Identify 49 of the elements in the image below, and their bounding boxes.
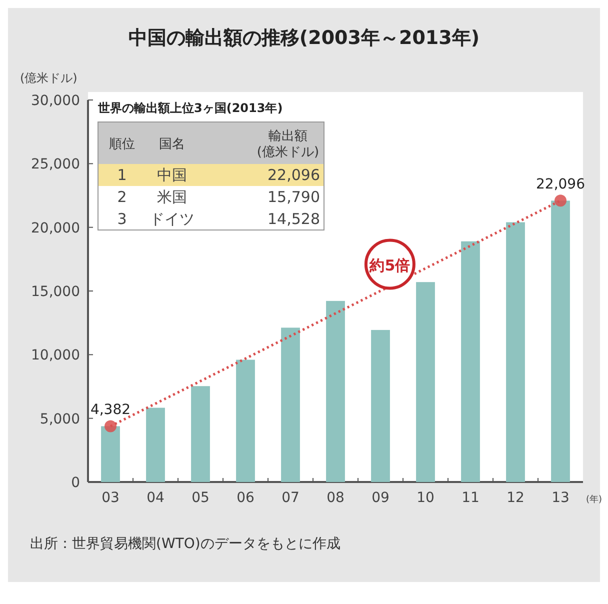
- annotation: 約5倍: [368, 256, 410, 274]
- y-tick-label: 15,000: [31, 284, 80, 300]
- bar: [326, 300, 345, 482]
- annotation: 1: [117, 166, 127, 184]
- text: 出所：世界貿易機関(WTO)のデータをもとに作成: [30, 536, 340, 552]
- x-tick-label: 11: [462, 490, 480, 506]
- bar: [281, 328, 300, 482]
- annotation: 米国: [157, 188, 187, 206]
- bar: [236, 360, 255, 482]
- annotation: 15,790: [268, 188, 320, 206]
- bar: [461, 241, 480, 482]
- annotation: 中国: [157, 166, 187, 184]
- y-tick-label: 25,000: [31, 156, 80, 173]
- y-tick-label: 5,000: [40, 411, 80, 428]
- y-tick-label: 30,000: [31, 93, 80, 109]
- annotation: 3: [117, 210, 127, 228]
- x-tick-label: 03: [102, 490, 120, 506]
- x-tick-label: 12: [506, 490, 524, 506]
- annotation: 14,528: [268, 210, 320, 228]
- x-tick-label: 10: [416, 490, 434, 506]
- bar: [101, 426, 120, 482]
- bar: [506, 222, 525, 482]
- annotation: ドイツ: [150, 210, 194, 228]
- data-label: 4,382: [90, 402, 131, 418]
- data-label: 22,096: [536, 176, 586, 193]
- annotation: 22,096: [268, 166, 320, 184]
- y-tick-label: 0: [71, 475, 80, 491]
- x-tick-label: 04: [146, 490, 164, 506]
- y-tick-label: 20,000: [31, 220, 80, 236]
- annotation: 輸出額 (億米ドル): [256, 129, 320, 160]
- x-tick-label: 06: [236, 490, 254, 506]
- bar: [146, 408, 165, 482]
- x-tick-label: 08: [326, 490, 344, 506]
- bar: [191, 386, 210, 482]
- annotation: 2: [117, 188, 127, 206]
- x-tick-label: 09: [372, 490, 390, 506]
- chart-title: 中国の輸出額の推移(2003年～2013年): [128, 27, 480, 49]
- text: 世界の輸出額上位3ヶ国(2013年): [97, 101, 283, 115]
- annotation: 国名: [159, 137, 185, 152]
- y-axis-title: (億米ドル): [20, 71, 78, 85]
- x-tick-label: 07: [282, 490, 300, 506]
- x-tick-label: 13: [552, 490, 570, 506]
- annotation: 順位: [109, 137, 135, 152]
- bar: [371, 330, 390, 482]
- bar: [551, 200, 570, 482]
- x-tick-label: 05: [192, 490, 210, 506]
- bar: [416, 282, 435, 482]
- x-axis-title: (年): [586, 494, 602, 505]
- y-tick-label: 10,000: [31, 348, 80, 364]
